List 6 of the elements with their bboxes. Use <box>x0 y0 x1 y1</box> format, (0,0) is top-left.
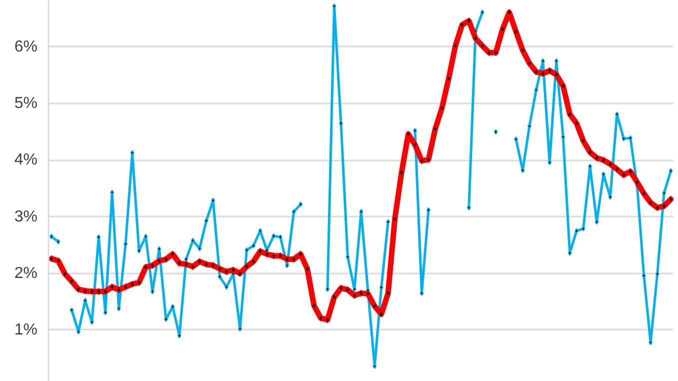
y-tick-label: 4% <box>14 152 38 169</box>
y-tick-label: 1% <box>14 321 38 338</box>
y-tick-label: 3% <box>14 208 38 226</box>
y-tick-label: 2% <box>14 264 38 282</box>
y-tick-label: 6% <box>14 38 38 56</box>
y-tick-label: 5% <box>14 95 38 112</box>
